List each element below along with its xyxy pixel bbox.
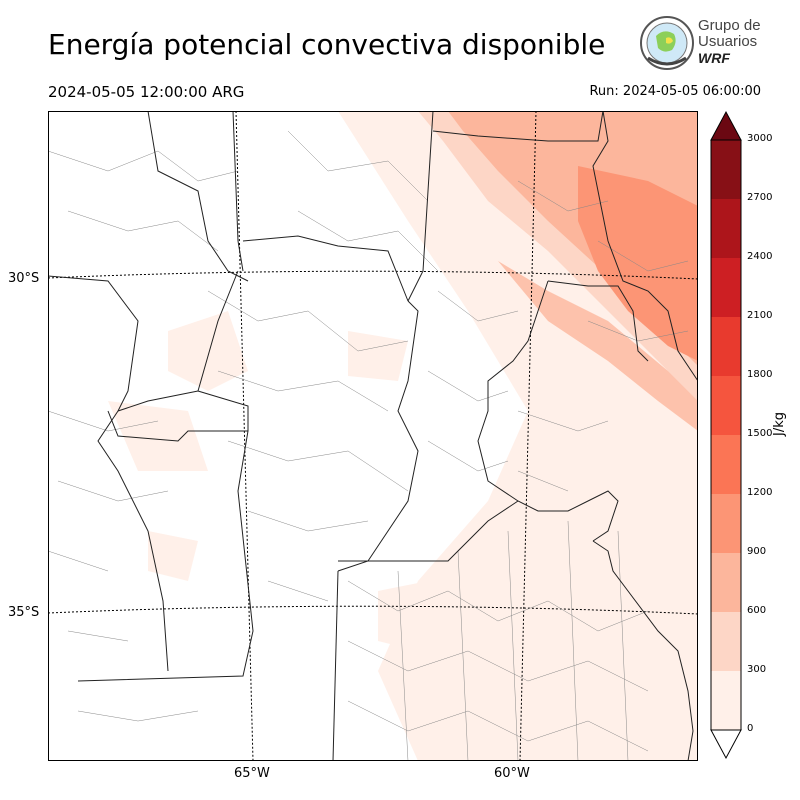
valid-time: 2024-05-05 12:00:00 ARG	[48, 83, 245, 101]
cape-shading	[108, 111, 698, 761]
colorbar-tick-label: 1500	[747, 428, 773, 439]
map-title: Energía potencial convectiva disponible	[48, 28, 606, 61]
colorbar-extend-max	[710, 110, 742, 141]
colorbar-bands	[711, 140, 741, 730]
colorbar-band	[711, 317, 741, 376]
logo-text: Grupo de Usuarios WRF	[698, 17, 761, 67]
colorbar-band	[711, 258, 741, 317]
colorbar-tick-label: 2400	[747, 251, 773, 262]
colorbar-tick-label: 1800	[747, 369, 773, 380]
colorbar-band	[711, 376, 741, 435]
colorbar-tick-label: 300	[747, 664, 767, 675]
colorbar-band	[711, 199, 741, 258]
colorbar-tick-label: 600	[747, 605, 767, 616]
colorbar	[710, 110, 742, 760]
colorbar-tick-label: 2700	[747, 192, 773, 203]
colorbar-unit: J/kg	[772, 412, 787, 436]
colorbar-band	[711, 553, 741, 612]
colorbar-band	[711, 494, 741, 553]
colorbar-extend-min	[710, 729, 742, 760]
lat-label-35s: 35°S	[8, 605, 40, 620]
lat-label-30s: 30°S	[8, 271, 40, 286]
colorbar-tick-label: 3000	[747, 133, 773, 144]
colorbar-tick-label: 900	[747, 546, 767, 557]
colorbar-tick-label: 2100	[747, 310, 773, 321]
graticule-lines	[48, 111, 698, 761]
colorbar-band	[711, 671, 741, 730]
lon-label-65w: 65°W	[234, 766, 270, 781]
department-boundaries	[48, 130, 689, 761]
colorbar-band	[711, 435, 741, 494]
colorbar-band	[711, 612, 741, 671]
province-boundaries	[48, 111, 698, 761]
wrf-users-logo: Grupo de Usuarios WRF	[638, 14, 788, 74]
colorbar-tick-label: 1200	[747, 487, 773, 498]
run-time: Run: 2024-05-05 06:00:00	[589, 84, 761, 99]
lon-label-60w: 60°W	[494, 766, 530, 781]
cape-map	[48, 111, 698, 761]
colorbar-band	[711, 140, 741, 199]
globe-seal-icon	[640, 16, 694, 70]
colorbar-tick-label: 0	[747, 723, 754, 734]
